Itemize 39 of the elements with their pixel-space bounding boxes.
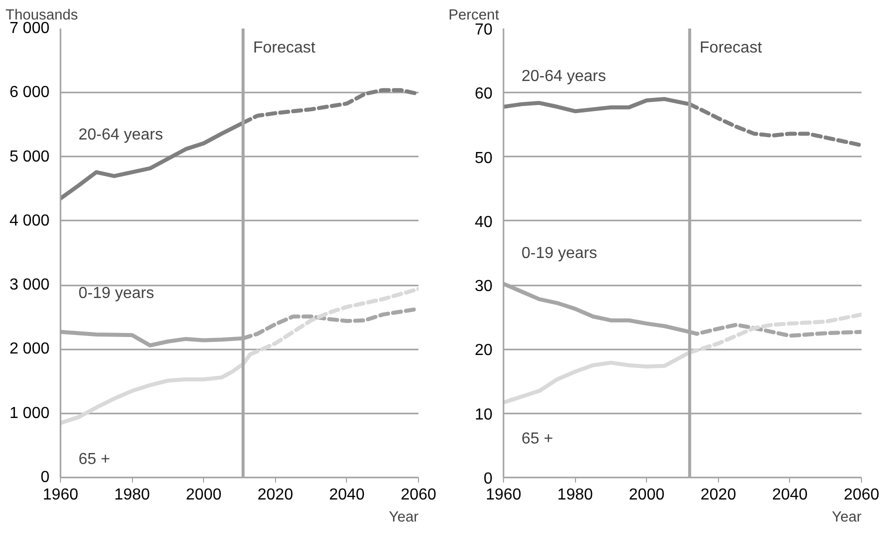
y-tick-label: 70 (474, 22, 493, 38)
y-tick-label: 40 (474, 214, 493, 231)
x-tick-label: 2020 (700, 486, 736, 504)
y-tick-label: 10 (474, 406, 493, 424)
y-tick-label: 60 (474, 86, 493, 103)
x-axis-title: Year (832, 510, 862, 526)
ref-line-label: Forecast (253, 40, 316, 56)
y-tick-label: 0 (40, 469, 50, 486)
x-tick-label: 1960 (486, 486, 522, 504)
x-tick-label: 2000 (628, 486, 665, 504)
y-tick-label: 0 (484, 470, 493, 488)
x-tick-label: 2060 (844, 486, 880, 504)
y-tick-label: 6 000 (9, 84, 50, 102)
x-tick-label: 2000 (186, 486, 222, 504)
x-tick-label: 2020 (258, 486, 294, 504)
y-tick-label: 5 000 (9, 148, 50, 166)
text: 65 + (522, 430, 554, 448)
y-tick-label: 1 000 (9, 404, 50, 422)
x-axis-title: Year (388, 510, 419, 526)
series-label: 20-64 years (522, 68, 606, 85)
x-tick-label: 2060 (400, 486, 436, 504)
x-tick-label: 2040 (329, 486, 365, 504)
x-tick-label: 1960 (42, 486, 78, 504)
x-tick-label: 2040 (772, 486, 808, 504)
ref-line-label: Forecast (700, 40, 762, 56)
y-tick-label: 2 000 (9, 340, 50, 358)
y-tick-label: 4 000 (9, 212, 50, 230)
x-tick-label: 1980 (557, 486, 593, 504)
series-label: 20-64 years (78, 126, 163, 144)
x-tick-label: 1980 (114, 486, 150, 504)
series-label: 0-19 years (78, 284, 154, 302)
y-tick-label: 7 000 (9, 20, 50, 37)
y-tick-label: 3 000 (9, 276, 50, 294)
series-label: 0-19 years (522, 244, 598, 262)
y-tick-label: 50 (474, 150, 493, 167)
text: 65 + (78, 450, 110, 468)
y-tick-label: 30 (474, 278, 493, 296)
y-tick-label: 20 (474, 342, 493, 360)
y-axis-title: Percent (448, 8, 500, 24)
